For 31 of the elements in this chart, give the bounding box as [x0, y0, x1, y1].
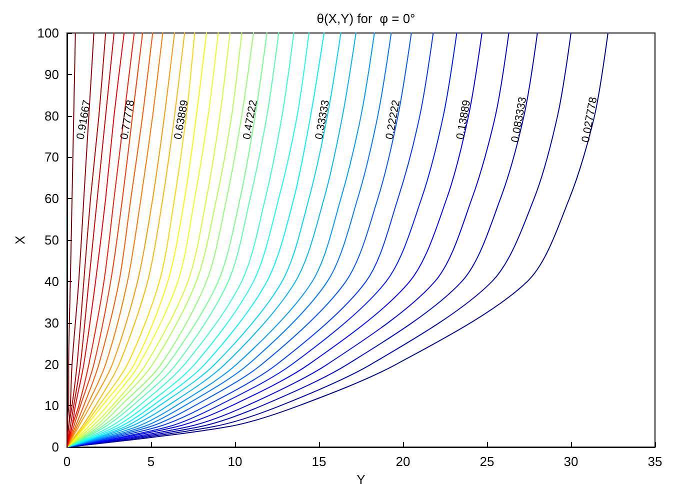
x-tick-label: 30 — [564, 454, 578, 470]
y-tick-label: 50 — [44, 232, 59, 248]
y-axis-title: X — [12, 235, 28, 244]
x-tick-label: 5 — [147, 454, 155, 470]
y-tick-label: 100 — [37, 26, 59, 40]
text: 0.77778 — [118, 99, 138, 140]
text: 0.027778 — [580, 96, 600, 144]
y-tick-label: 20 — [44, 356, 59, 372]
text: 0.13889 — [454, 99, 474, 140]
y-tick-label: 80 — [44, 108, 59, 124]
x-tick-label: 0 — [63, 454, 71, 470]
text: 0.91667 — [74, 99, 94, 140]
y-tick-label: 60 — [44, 191, 59, 206]
text: 0.47222 — [241, 99, 260, 140]
y-tick-label: 0 — [52, 440, 59, 455]
chart-title: θ(X,Y) for φ = 0° — [316, 11, 416, 26]
text: 0.63889 — [172, 99, 191, 140]
x-tick-label: 10 — [228, 454, 242, 470]
y-tick-label: 70 — [44, 150, 59, 165]
y-tick-label: 10 — [44, 398, 59, 414]
text: 0.33333 — [313, 99, 332, 140]
x-tick-label: 20 — [396, 454, 410, 470]
y-tick-label: 90 — [44, 66, 59, 82]
text: 0.083333 — [509, 96, 530, 144]
y-tick-label: 30 — [44, 315, 59, 330]
y-tick-label: 40 — [44, 274, 59, 289]
x-tick-label: 25 — [480, 454, 494, 470]
x-tick-label: 35 — [648, 454, 662, 470]
text: 0.22222 — [384, 99, 403, 140]
x-axis-title: Y — [356, 472, 366, 487]
x-tick-label: 15 — [312, 454, 326, 470]
